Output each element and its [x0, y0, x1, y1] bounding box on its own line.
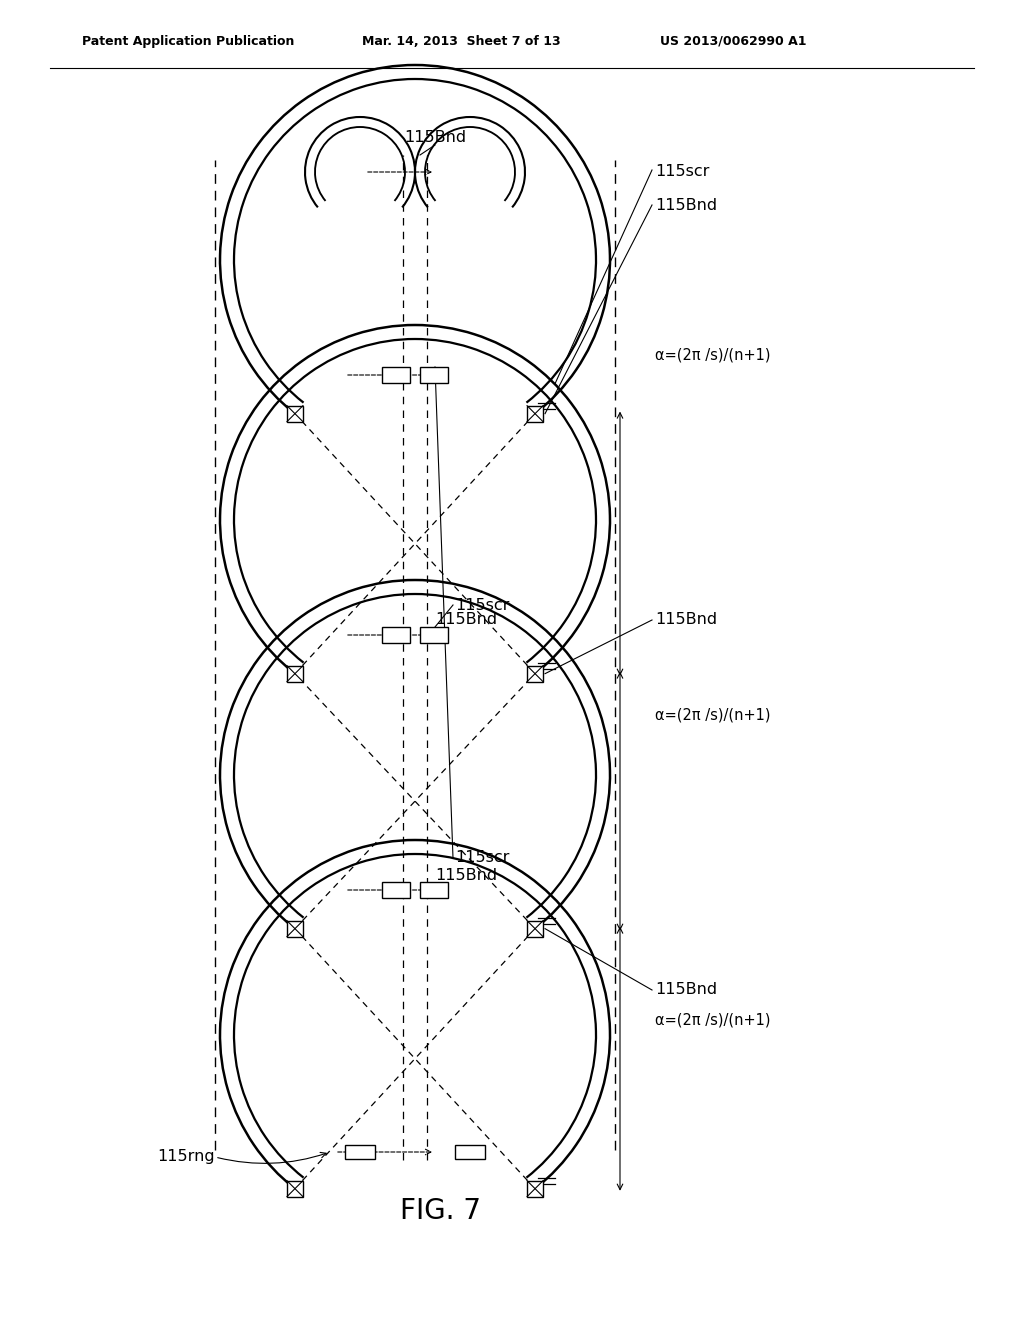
Text: 115Bnd: 115Bnd [403, 129, 466, 145]
Bar [382, 627, 410, 643]
Bar [527, 665, 543, 681]
Text: US 2013/0062990 A1: US 2013/0062990 A1 [660, 36, 807, 48]
Bar [455, 1144, 485, 1159]
Text: 115Bnd: 115Bnd [655, 982, 717, 998]
Bar [382, 367, 410, 383]
Text: FIG. 7: FIG. 7 [399, 1197, 480, 1225]
Text: 115Bnd: 115Bnd [435, 867, 497, 883]
Text: 115scr: 115scr [455, 850, 509, 866]
Text: Mar. 14, 2013  Sheet 7 of 13: Mar. 14, 2013 Sheet 7 of 13 [362, 36, 560, 48]
Text: 115Bnd: 115Bnd [435, 612, 497, 627]
Bar [527, 920, 543, 937]
Text: 115rng: 115rng [158, 1150, 215, 1164]
Text: 115Bnd: 115Bnd [655, 198, 717, 213]
Text: Patent Application Publication: Patent Application Publication [82, 36, 294, 48]
Text: 115Bnd: 115Bnd [655, 612, 717, 627]
Bar [420, 882, 449, 898]
Text: α=(2π /s)/(n+1): α=(2π /s)/(n+1) [655, 708, 770, 722]
Bar [287, 1180, 303, 1197]
Bar [345, 1144, 375, 1159]
Bar [287, 665, 303, 681]
Bar [527, 1180, 543, 1197]
Text: 115scr: 115scr [655, 165, 710, 180]
Text: α=(2π /s)/(n+1): α=(2π /s)/(n+1) [655, 347, 770, 363]
Bar [382, 882, 410, 898]
Bar [287, 920, 303, 937]
Bar [420, 367, 449, 383]
Bar [527, 405, 543, 421]
Text: 115scr: 115scr [455, 598, 509, 612]
Bar [287, 405, 303, 421]
Text: α=(2π /s)/(n+1): α=(2π /s)/(n+1) [655, 1012, 770, 1027]
Bar [420, 627, 449, 643]
